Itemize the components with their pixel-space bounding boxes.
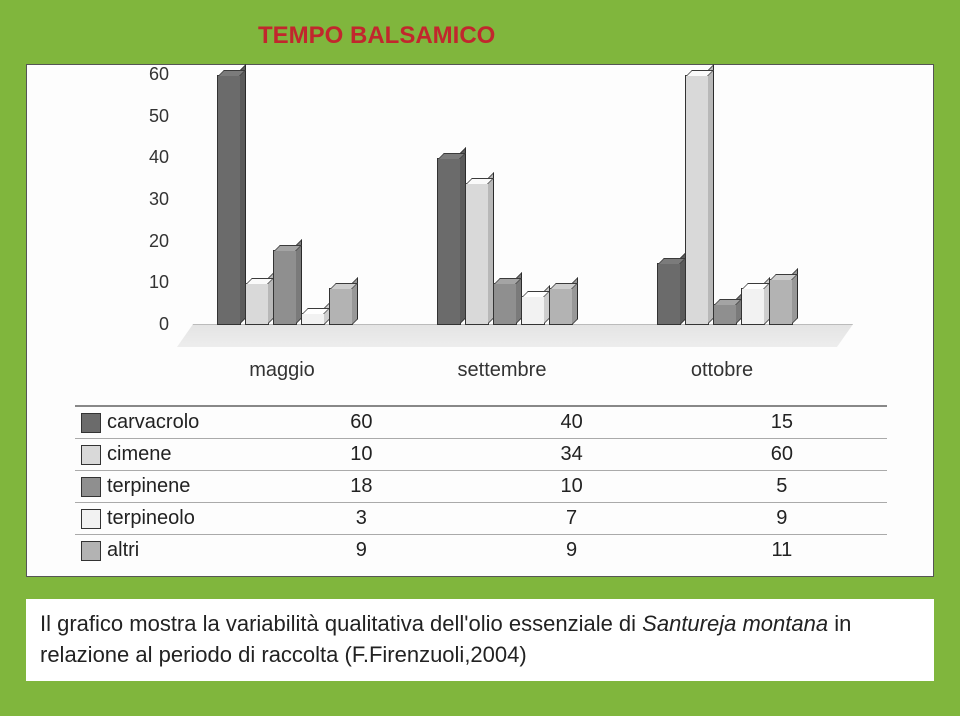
value-cell: 15 (677, 406, 887, 439)
table-row: terpinene18105 (75, 471, 887, 503)
value-cell: 60 (256, 406, 466, 439)
value-cell: 40 (466, 406, 676, 439)
value-cell: 18 (256, 471, 466, 503)
y-tick-label: 10 (129, 272, 169, 293)
caption-italic: Santureja montana (642, 611, 828, 636)
legend-swatch (81, 413, 101, 433)
chart-panel: 0102030405060maggiosettembreottobre carv… (26, 64, 934, 577)
x-category-label: settembre (427, 359, 577, 382)
floor-3d (177, 324, 853, 347)
bar (329, 288, 353, 326)
y-tick-label: 40 (129, 147, 169, 168)
bar (657, 263, 681, 326)
bar (741, 288, 765, 326)
slide-title: TEMPO BALSAMICO (258, 22, 952, 50)
bar (273, 250, 297, 325)
table-row: cimene103460 (75, 439, 887, 471)
x-category-label: maggio (207, 359, 357, 382)
x-category-label: ottobre (647, 359, 797, 382)
value-cell: 10 (256, 439, 466, 471)
legend-data-table: carvacrolo604015cimene103460terpinene181… (75, 405, 887, 566)
y-tick-label: 30 (129, 189, 169, 210)
table-row: altri9911 (75, 535, 887, 567)
y-tick-label: 50 (129, 106, 169, 127)
bar (493, 283, 517, 325)
bar (769, 279, 793, 325)
caption: Il grafico mostra la variabilità qualita… (26, 599, 934, 681)
table-row: terpineolo379 (75, 503, 887, 535)
value-cell: 9 (256, 535, 466, 567)
bar (713, 304, 737, 325)
value-cell: 34 (466, 439, 676, 471)
bar (465, 183, 489, 325)
y-tick-label: 20 (129, 231, 169, 252)
value-cell: 10 (466, 471, 676, 503)
legend-cell: cimene (75, 439, 256, 471)
plot-region: 0102030405060maggiosettembreottobre (177, 75, 837, 347)
value-cell: 5 (677, 471, 887, 503)
legend-swatch (81, 541, 101, 561)
bar (245, 283, 269, 325)
value-cell: 9 (677, 503, 887, 535)
value-cell: 60 (677, 439, 887, 471)
legend-cell: terpinene (75, 471, 256, 503)
slide-root: TEMPO BALSAMICO 0102030405060maggiosette… (0, 0, 960, 716)
bar (217, 75, 241, 325)
legend-swatch (81, 477, 101, 497)
bar (301, 313, 325, 326)
value-cell: 7 (466, 503, 676, 535)
legend-cell: terpineolo (75, 503, 256, 535)
chart-area: 0102030405060maggiosettembreottobre (107, 75, 867, 385)
legend-swatch (81, 509, 101, 529)
y-tick-label: 0 (129, 314, 169, 335)
legend-cell: altri (75, 535, 256, 567)
legend-swatch (81, 445, 101, 465)
value-cell: 3 (256, 503, 466, 535)
bar (685, 75, 709, 325)
legend-cell: carvacrolo (75, 406, 256, 439)
bar (437, 158, 461, 325)
value-cell: 9 (466, 535, 676, 567)
y-tick-label: 60 (129, 64, 169, 85)
table-row: carvacrolo604015 (75, 406, 887, 439)
value-cell: 11 (677, 535, 887, 567)
caption-prefix: Il grafico mostra la variabilità qualita… (40, 611, 642, 636)
bar (549, 288, 573, 326)
bar (521, 296, 545, 325)
